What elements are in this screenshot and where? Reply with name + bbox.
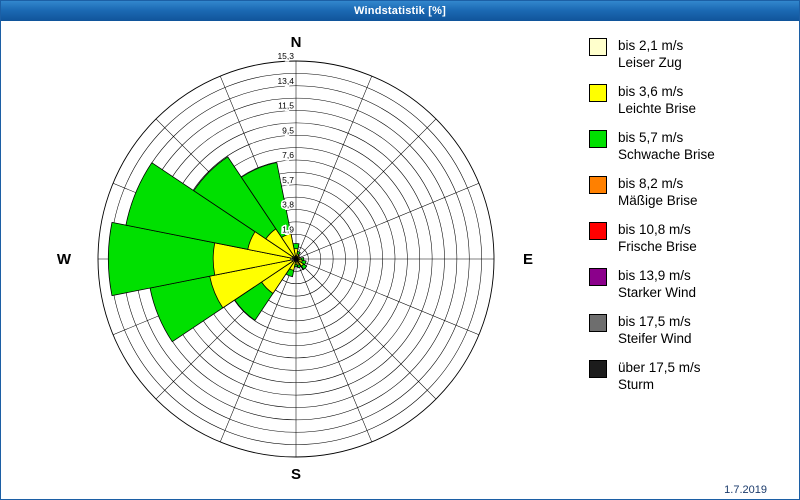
cardinal-label-w: W <box>57 251 72 268</box>
legend-name-label: Leiser Zug <box>618 55 682 70</box>
legend-color-swatch <box>589 268 607 286</box>
legend-text: bis 3,6 m/s Leichte Brise <box>618 83 696 117</box>
petal-w-schwache-brise <box>108 221 297 297</box>
legend-color-swatch <box>589 130 607 148</box>
page-title: Windstatistik [%] <box>354 5 446 17</box>
legend-item: bis 2,1 m/s Leiser Zug <box>589 37 779 71</box>
ring-label: 1,9 <box>282 224 294 234</box>
legend-speed-label: bis 5,7 m/s <box>618 130 684 145</box>
grid-spoke <box>295 75 373 260</box>
cardinal-label-s: S <box>291 466 301 483</box>
grid-spoke <box>295 182 480 260</box>
ring-label: 5,7 <box>282 175 294 185</box>
cardinal-label-n: N <box>291 34 302 51</box>
legend-speed-label: bis 2,1 m/s <box>618 38 684 53</box>
grid-spoke <box>295 258 373 443</box>
legend-speed-label: bis 10,8 m/s <box>618 222 691 237</box>
petal-nnw-leichte-brise <box>281 233 297 260</box>
ring-label: 9,5 <box>282 125 294 135</box>
date-label: 1.7.2019 <box>724 484 767 496</box>
legend-name-label: Starker Wind <box>618 285 697 300</box>
petal-nnw-leiser-zug <box>294 256 297 260</box>
legend-color-swatch <box>589 360 607 378</box>
legend-item: bis 8,2 m/s Mäßige Brise <box>589 175 779 209</box>
legend-item: über 17,5 m/s Sturm <box>589 359 779 393</box>
ring-label: 13,4 <box>277 76 294 86</box>
legend-text: bis 5,7 m/s Schwache Brise <box>618 129 715 163</box>
legend-color-swatch <box>589 314 607 332</box>
calm-marker <box>295 258 305 271</box>
legend-name-label: Frische Brise <box>618 239 697 254</box>
legend-speed-label: über 17,5 m/s <box>618 360 701 375</box>
legend-speed-label: bis 13,9 m/s <box>618 268 691 283</box>
legend-item: bis 13,9 m/s Starker Wind <box>589 267 779 301</box>
ring-label: 15,3 <box>277 51 294 61</box>
legend-speed-label: bis 3,6 m/s <box>618 84 684 99</box>
ring-label: 7,6 <box>282 150 294 160</box>
legend-name-label: Leichte Brise <box>618 101 697 116</box>
legend: bis 2,1 m/s Leiser Zug bis 3,6 m/s Leichte … <box>589 37 779 405</box>
ring-label: 11,5 <box>278 101 294 111</box>
legend-text: bis 2,1 m/s Leiser Zug <box>618 37 683 71</box>
legend-name-label: Sturm <box>618 377 655 392</box>
grid-spoke <box>219 258 297 443</box>
wind-rose-chart: 1,9 3,8 5,7 7,6 9,5 11,5 13,4 15,3N E S W <box>57 34 533 483</box>
legend-name-label: Steifer Wind <box>618 331 692 346</box>
legend-name-label: Schwache Brise <box>618 147 715 162</box>
grid-spoke <box>295 258 437 400</box>
legend-text: bis 8,2 m/s Mäßige Brise <box>618 175 698 209</box>
legend-text: bis 10,8 m/s Frische Brise <box>618 221 697 255</box>
legend-color-swatch <box>589 222 607 240</box>
legend-text: über 17,5 m/s Sturm <box>618 359 701 393</box>
chart-content: 1,9 3,8 5,7 7,6 9,5 11,5 13,4 15,3 N E S W bis 2,1 … <box>1 21 799 499</box>
petal-nnw-schwache-brise <box>240 162 297 260</box>
ring-label: 3,8 <box>282 200 294 210</box>
legend-item: bis 5,7 m/s Schwache Brise <box>589 129 779 163</box>
legend-speed-label: bis 8,2 m/s <box>618 176 684 191</box>
legend-item: bis 3,6 m/s Leichte Brise <box>589 83 779 117</box>
legend-speed-label: bis 17,5 m/s <box>618 314 691 329</box>
legend-text: bis 17,5 m/s Steifer Wind <box>618 313 692 347</box>
legend-color-swatch <box>589 176 607 194</box>
grid-spoke <box>295 118 437 260</box>
legend-color-swatch <box>589 84 607 102</box>
legend-color-swatch <box>589 38 607 56</box>
title-bar: Windstatistik [%] <box>1 1 799 21</box>
legend-item: bis 17,5 m/s Steifer Wind <box>589 313 779 347</box>
cardinal-label-e: E <box>523 251 533 268</box>
grid-spoke <box>295 258 480 336</box>
legend-name-label: Mäßige Brise <box>618 193 698 208</box>
legend-item: bis 10,8 m/s Frische Brise <box>589 221 779 255</box>
legend-text: bis 13,9 m/s Starker Wind <box>618 267 696 301</box>
